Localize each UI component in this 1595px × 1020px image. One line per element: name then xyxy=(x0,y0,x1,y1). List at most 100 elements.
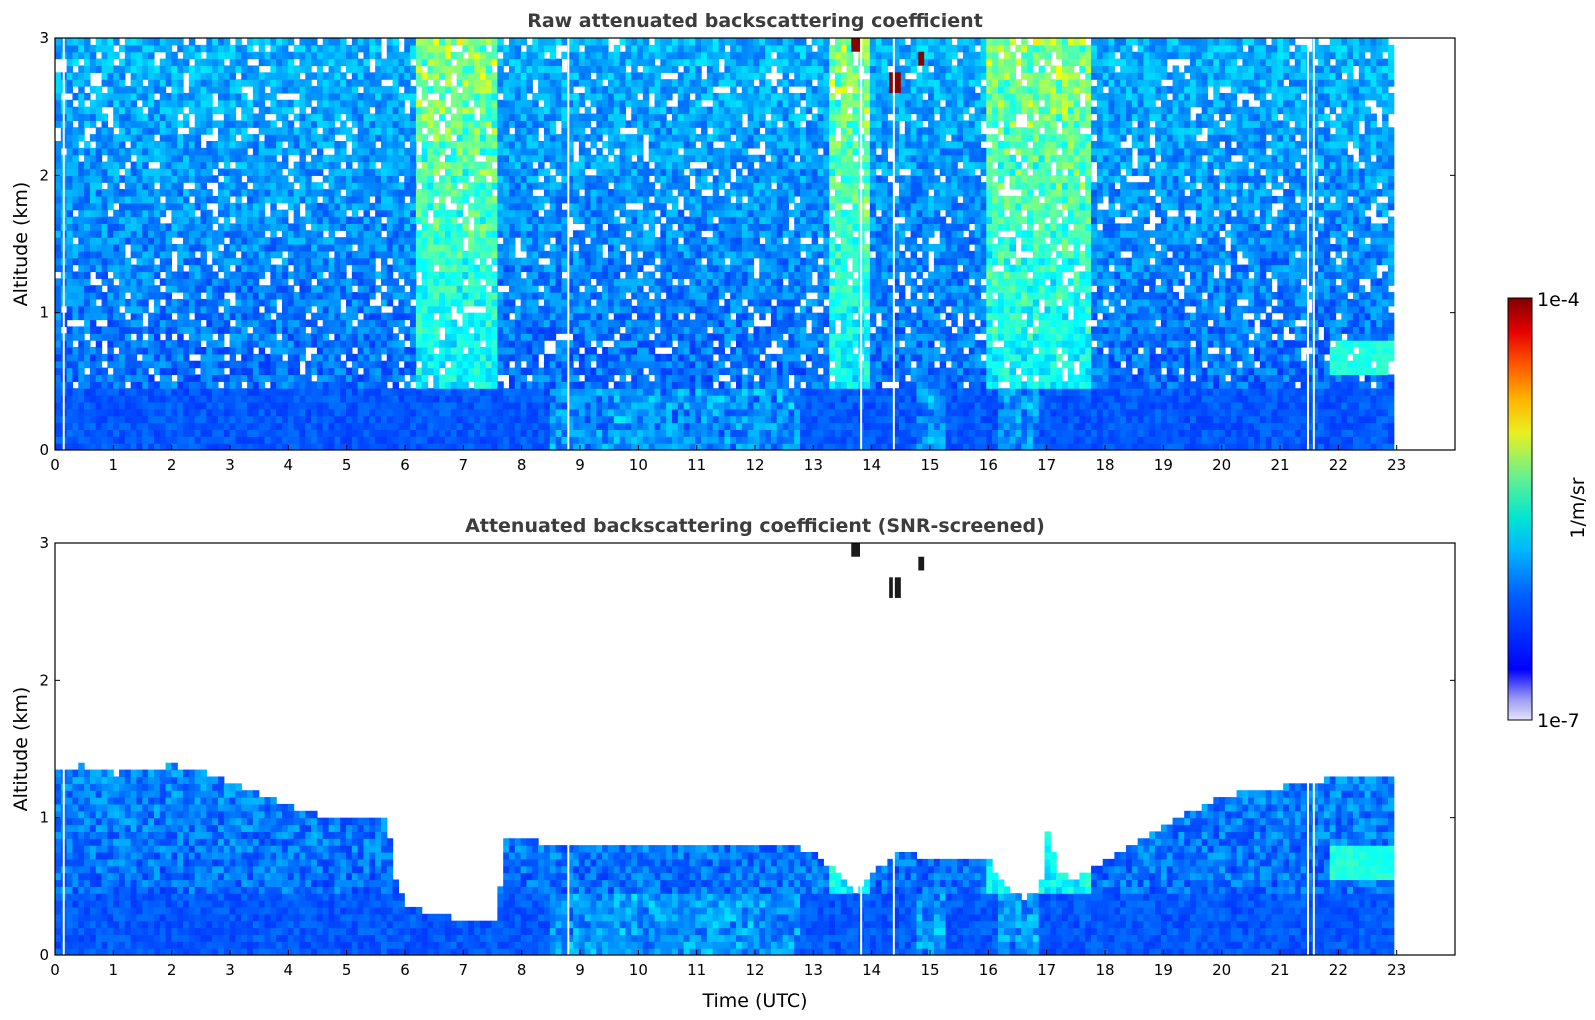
heatmap-cell xyxy=(229,305,237,314)
heatmap-cell xyxy=(107,141,114,149)
heatmap-cell xyxy=(474,408,481,417)
heatmap-cell xyxy=(555,285,562,293)
heatmap-cell xyxy=(462,250,469,259)
heatmap-cell xyxy=(322,305,330,314)
heatmap-cell xyxy=(590,216,597,224)
heatmap-cell xyxy=(316,58,324,67)
heatmap-cell xyxy=(235,195,242,204)
heatmap-cell xyxy=(124,44,132,53)
heatmap-cell xyxy=(427,147,434,156)
heatmap-cell xyxy=(107,305,114,314)
heatmap-cell xyxy=(468,353,475,362)
heatmap-cell xyxy=(509,79,516,87)
heatmap-cell xyxy=(450,415,458,424)
heatmap-cell xyxy=(346,154,353,163)
heatmap-cell xyxy=(130,353,138,362)
heatmap-cell xyxy=(503,436,510,444)
heatmap-cell xyxy=(456,79,464,87)
heatmap-cell xyxy=(159,106,167,115)
heatmap-cell xyxy=(311,271,318,279)
heatmap-cell xyxy=(514,113,522,121)
heatmap-cell xyxy=(212,436,219,444)
heatmap-cell xyxy=(200,216,207,224)
heatmap-cell xyxy=(241,312,248,321)
heatmap-cell xyxy=(276,347,283,355)
heatmap-cell xyxy=(113,305,120,314)
heatmap-cell xyxy=(153,298,161,307)
heatmap-cell xyxy=(369,340,376,348)
heatmap-cell xyxy=(561,408,568,417)
heatmap-cell xyxy=(421,436,429,444)
heatmap-cell xyxy=(497,209,504,218)
heatmap-cell xyxy=(479,65,487,73)
heatmap-cell xyxy=(72,223,79,231)
heatmap-cell xyxy=(549,65,557,73)
heatmap-cell xyxy=(200,44,207,53)
heatmap-cell xyxy=(340,292,347,300)
heatmap-cell xyxy=(258,298,266,307)
heatmap-cell xyxy=(282,278,289,286)
heatmap-cell xyxy=(386,161,394,170)
heatmap-cell xyxy=(386,209,394,218)
heatmap-cell xyxy=(328,374,335,382)
heatmap-cell xyxy=(375,51,382,60)
heatmap-cell xyxy=(276,58,283,67)
heatmap-cell xyxy=(136,202,143,211)
heatmap-cell xyxy=(165,264,173,273)
heatmap-cell xyxy=(95,223,103,231)
heatmap-cell xyxy=(439,250,446,259)
heatmap-cell xyxy=(543,415,551,424)
heatmap-cell xyxy=(415,340,423,348)
heatmap-cell xyxy=(78,113,85,121)
heatmap-cell xyxy=(107,285,114,293)
heatmap-cell xyxy=(299,168,306,176)
heatmap-cell xyxy=(95,195,103,204)
heatmap-cell xyxy=(573,340,580,348)
heatmap-cell xyxy=(410,147,417,156)
heatmap-cell xyxy=(142,202,149,211)
heatmap-cell xyxy=(235,79,242,87)
heatmap-cell xyxy=(159,182,167,190)
heatmap-cell xyxy=(386,189,394,197)
heatmap-cell xyxy=(340,333,347,341)
heatmap-cell xyxy=(357,72,365,80)
heatmap-cell xyxy=(497,415,504,424)
heatmap-cell xyxy=(439,106,446,115)
heatmap-cell xyxy=(316,436,324,444)
heatmap-cell xyxy=(549,305,557,314)
heatmap-cell xyxy=(526,209,533,218)
heatmap-cell xyxy=(247,333,254,341)
heatmap-cell xyxy=(78,244,85,252)
heatmap-cell xyxy=(543,360,551,369)
heatmap-cell xyxy=(509,285,516,293)
heatmap-cell xyxy=(229,360,237,369)
heatmap-cell xyxy=(241,120,248,128)
heatmap-cell xyxy=(183,141,190,149)
heatmap-cell xyxy=(485,86,493,94)
heatmap-cell xyxy=(305,415,312,424)
heatmap-cell xyxy=(363,401,370,410)
heatmap-cell xyxy=(357,120,365,128)
heatmap-cell xyxy=(305,340,312,348)
heatmap-cell xyxy=(159,278,167,286)
heatmap-cell xyxy=(573,298,580,307)
heatmap-cell xyxy=(578,312,586,321)
heatmap-cell xyxy=(322,374,330,382)
heatmap-cell xyxy=(311,120,318,128)
heatmap-cell xyxy=(503,401,510,410)
heatmap-cell xyxy=(188,161,196,170)
heatmap-cell xyxy=(584,360,592,369)
heatmap-cell xyxy=(526,353,533,362)
heatmap-cell xyxy=(497,257,504,266)
heatmap-cell xyxy=(206,367,213,376)
heatmap-cell xyxy=(567,395,574,403)
heatmap-cell xyxy=(427,401,434,410)
heatmap-cell xyxy=(217,120,225,128)
heatmap-cell xyxy=(159,436,167,444)
heatmap-cell xyxy=(578,182,586,190)
heatmap-cell xyxy=(334,216,341,224)
heatmap-cell xyxy=(415,127,423,135)
heatmap-cell xyxy=(101,113,108,121)
heatmap-cell xyxy=(398,415,405,424)
heatmap-cell xyxy=(514,92,522,101)
